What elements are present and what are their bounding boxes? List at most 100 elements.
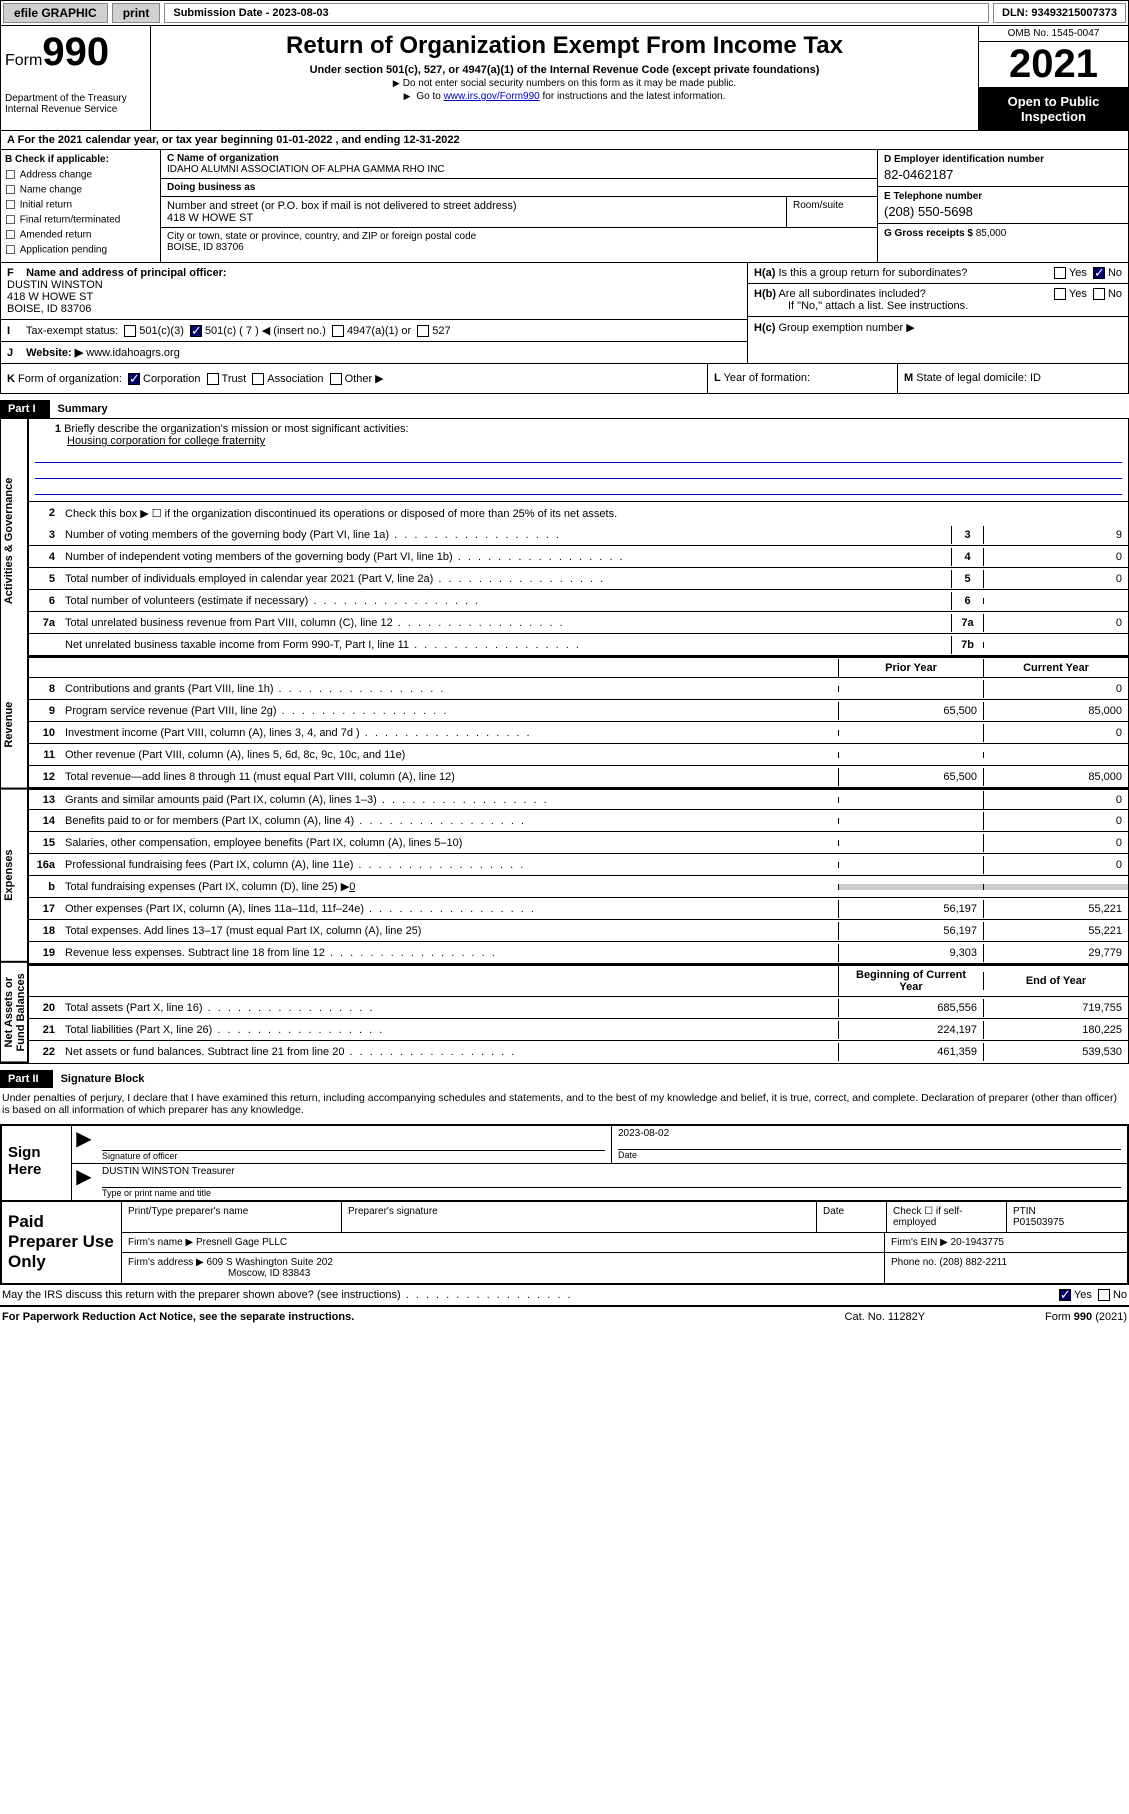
hb-no[interactable] <box>1093 288 1105 300</box>
sig-arrow-icon-2: ▶ <box>72 1164 96 1200</box>
paid-preparer-label: Paid Preparer Use Only <box>2 1202 122 1283</box>
hc-label: Group exemption number ▶ <box>778 322 914 334</box>
c16a: 0 <box>983 856 1128 874</box>
c18: 55,221 <box>983 922 1128 940</box>
year-formation-label: Year of formation: <box>724 372 810 384</box>
penalties-text: Under penalties of perjury, I declare th… <box>0 1088 1129 1120</box>
discuss-row: May the IRS discuss this return with the… <box>0 1285 1129 1307</box>
chk-address-change[interactable]: Address change <box>5 168 156 182</box>
room-suite-label: Room/suite <box>787 197 877 227</box>
hb-label: Are all subordinates included? <box>778 288 925 300</box>
form-page: Form 990 (2021) <box>1045 1311 1127 1323</box>
discuss-yes[interactable] <box>1059 1289 1071 1301</box>
p19: 9,303 <box>838 944 983 962</box>
chk-final-return[interactable]: Final return/terminated <box>5 213 156 227</box>
side-netassets: Net Assets or Fund Balances <box>1 963 27 1063</box>
officer-addr1: 418 W HOWE ST <box>7 291 93 303</box>
sig-date: 2023-08-02 <box>618 1128 1121 1139</box>
c19: 29,779 <box>983 944 1128 962</box>
firm-addr1: 609 S Washington Suite 202 <box>207 1257 333 1268</box>
prep-name-hdr: Print/Type preparer's name <box>122 1202 342 1232</box>
p12: 65,500 <box>838 768 983 786</box>
v6 <box>983 598 1128 604</box>
sign-here-label: Sign Here <box>2 1126 72 1200</box>
officer-name: DUSTIN WINSTON <box>7 279 103 291</box>
submission-date: Submission Date - 2023-08-03 <box>164 3 989 23</box>
p20: 685,556 <box>838 999 983 1017</box>
discuss-no[interactable] <box>1098 1289 1110 1301</box>
dept-treasury: Department of the Treasury Internal Reve… <box>5 93 146 115</box>
city-label: City or town, state or province, country… <box>167 231 871 242</box>
ha-label: Is this a group return for subordinates? <box>778 267 967 279</box>
part2-header: Part II Signature Block <box>0 1070 1129 1088</box>
prep-date-hdr: Date <box>817 1202 887 1232</box>
org-name: IDAHO ALUMNI ASSOCIATION OF ALPHA GAMMA … <box>167 164 871 175</box>
chk-application-pending[interactable]: Application pending <box>5 243 156 257</box>
r11: Other revenue (Part VIII, column (A), li… <box>61 746 838 764</box>
irs-link[interactable]: www.irs.gov/Form990 <box>444 91 540 102</box>
entity-block: B Check if applicable: Address change Na… <box>0 150 1129 263</box>
chk-527[interactable] <box>417 325 429 337</box>
efile-graphic-badge: efile GRAPHIC <box>3 3 108 23</box>
gross-receipts-value: 85,000 <box>976 228 1007 239</box>
firm-ein: 20-1943775 <box>951 1237 1004 1248</box>
hb-yes[interactable] <box>1054 288 1066 300</box>
c12: 85,000 <box>983 768 1128 786</box>
chk-501c3[interactable] <box>124 325 136 337</box>
firm-phone-label: Phone no. <box>891 1257 937 1268</box>
chk-association[interactable] <box>252 373 264 385</box>
phone-label: E Telephone number <box>884 191 1122 202</box>
ha-no[interactable] <box>1093 267 1105 279</box>
sig-name-label: Type or print name and title <box>102 1187 1121 1198</box>
firm-ein-label: Firm's EIN ▶ <box>891 1237 948 1248</box>
tax-year: 2021 <box>979 42 1128 88</box>
website-label: Website: ▶ <box>26 347 83 359</box>
c11 <box>983 752 1128 758</box>
p18: 56,197 <box>838 922 983 940</box>
r19: Revenue less expenses. Subtract line 18 … <box>61 944 838 962</box>
form-title: Return of Organization Exempt From Incom… <box>155 32 974 60</box>
topbar: efile GRAPHIC print Submission Date - 20… <box>0 0 1129 26</box>
v7b <box>983 642 1128 648</box>
chk-501c[interactable] <box>190 325 202 337</box>
domicile-label: State of legal domicile: <box>916 372 1027 384</box>
ssn-warning: Do not enter social security numbers on … <box>155 78 974 89</box>
r15: Salaries, other compensation, employee b… <box>61 834 838 852</box>
may-discuss: May the IRS discuss this return with the… <box>2 1289 1056 1301</box>
street-label: Number and street (or P.O. box if mail i… <box>167 200 780 212</box>
chk-amended-return[interactable]: Amended return <box>5 228 156 242</box>
r2-desc: Check this box ▶ ☐ if the organization d… <box>61 504 1128 523</box>
c14: 0 <box>983 812 1128 830</box>
signature-block: Sign Here ▶ Signature of officer 2023-08… <box>0 1124 1129 1202</box>
ptin-label: PTIN <box>1013 1206 1121 1217</box>
c21: 180,225 <box>983 1021 1128 1039</box>
r9: Program service revenue (Part VIII, line… <box>61 702 838 720</box>
hb-note: If "No," attach a list. See instructions… <box>788 300 968 312</box>
chk-4947[interactable] <box>332 325 344 337</box>
chk-name-change[interactable]: Name change <box>5 183 156 197</box>
v4: 0 <box>983 548 1128 566</box>
c8: 0 <box>983 680 1128 698</box>
v7a: 0 <box>983 614 1128 632</box>
chk-initial-return[interactable]: Initial return <box>5 198 156 212</box>
print-button[interactable]: print <box>112 3 161 23</box>
v5: 0 <box>983 570 1128 588</box>
goto-link-line: Go to www.irs.gov/Form990 for instructio… <box>155 91 974 102</box>
ein-value: 82-0462187 <box>884 167 1122 182</box>
side-expenses: Expenses <box>1 790 27 963</box>
part1-header: Part I Summary <box>0 400 1129 418</box>
chk-other[interactable] <box>330 373 342 385</box>
firm-phone: (208) 882-2211 <box>939 1257 1007 1268</box>
r12: Total revenue—add lines 8 through 11 (mu… <box>61 768 838 786</box>
ptin-value: P01503975 <box>1013 1217 1121 1228</box>
firm-addr-label: Firm's address ▶ <box>128 1257 204 1268</box>
ha-yes[interactable] <box>1054 267 1066 279</box>
chk-trust[interactable] <box>207 373 219 385</box>
summary-table: Activities & Governance Revenue Expenses… <box>0 418 1129 1064</box>
chk-corporation[interactable] <box>128 373 140 385</box>
hdr-curr: Current Year <box>983 659 1128 677</box>
tax-exempt-label: Tax-exempt status: <box>26 325 118 337</box>
r17: Other expenses (Part IX, column (A), lin… <box>61 900 838 918</box>
form-of-org-label: Form of organization: <box>18 373 122 385</box>
r16a: Professional fundraising fees (Part IX, … <box>61 856 838 874</box>
